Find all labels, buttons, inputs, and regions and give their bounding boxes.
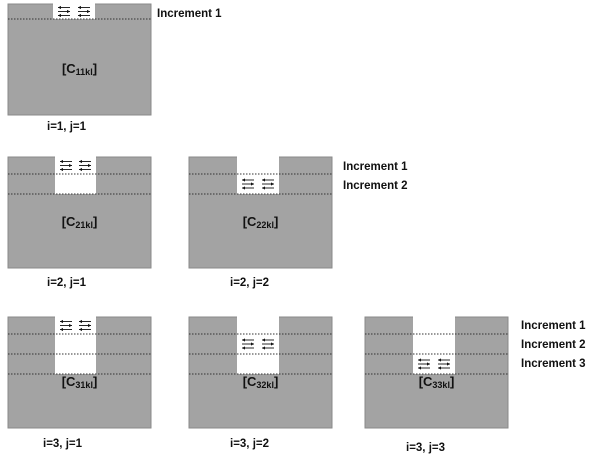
arrow-head <box>78 13 81 18</box>
stiffness-label-c33: [C33kl] <box>419 374 455 390</box>
arrow-head <box>60 167 63 172</box>
stiffness-label-c32: [C32kl] <box>243 374 279 390</box>
arrow-head <box>88 323 91 328</box>
arrow-head <box>79 319 82 324</box>
arrow-head <box>427 362 430 366</box>
arrow-head <box>262 346 265 350</box>
arrow-head <box>447 362 450 366</box>
row3-increment-2-label: Increment 2 <box>521 339 586 351</box>
stiffness-label-c11: [C11kl] <box>62 61 97 77</box>
arrow-head <box>251 182 254 186</box>
excavation <box>53 3 95 19</box>
excavation <box>413 316 455 374</box>
row3-increment-3-label: Increment 3 <box>521 358 586 370</box>
arrow-head <box>242 178 245 182</box>
excavation <box>237 316 279 374</box>
arrow-head <box>79 167 82 172</box>
arrow-head <box>418 358 421 362</box>
stiffness-label-c21: [C21kl] <box>62 214 98 230</box>
load-arrows <box>60 159 91 172</box>
block-c21: [C21kl] <box>7 156 152 269</box>
row2-increment-2-label: Increment 2 <box>343 180 408 192</box>
caption-c11: i=1, j=1 <box>47 121 87 133</box>
block-c32: [C32kl] <box>188 316 333 429</box>
stiffness-label-c31: [C31kl] <box>62 374 98 390</box>
caption-c32: i=3, j=2 <box>230 438 270 450</box>
block-c22: [C22kl] <box>188 156 333 269</box>
arrow-head <box>88 163 91 168</box>
arrow-head <box>262 186 265 190</box>
block-c11: [C11kl] <box>7 3 152 116</box>
stiffness-label-c22: [C22kl] <box>243 214 279 230</box>
arrow-head <box>67 9 70 14</box>
row3-increment-1-label: Increment 1 <box>521 320 586 332</box>
arrow-head <box>262 338 265 342</box>
load-arrows <box>60 319 91 332</box>
load-arrows <box>242 178 274 190</box>
block-c33: [C33kl] <box>364 316 509 429</box>
arrow-head <box>418 366 421 370</box>
arrow-head <box>79 327 82 332</box>
arrow-head <box>60 319 63 324</box>
load-arrows <box>418 358 450 370</box>
row1-increment-1-label: Increment 1 <box>157 8 222 20</box>
load-arrows <box>242 338 274 350</box>
arrow-head <box>79 159 82 164</box>
arrow-head <box>271 182 274 186</box>
arrow-head <box>271 342 274 346</box>
arrow-head <box>251 342 254 346</box>
block-c31: [C31kl] <box>7 316 152 429</box>
arrow-head <box>438 358 441 362</box>
arrow-head <box>58 13 61 18</box>
soil-block <box>7 3 152 116</box>
caption-c33: i=3, j=3 <box>406 442 446 454</box>
arrow-head <box>262 178 265 182</box>
arrow-head <box>242 338 245 342</box>
arrow-head <box>60 159 63 164</box>
arrow-head <box>69 323 72 328</box>
arrow-head <box>58 5 61 10</box>
load-arrows <box>58 5 90 18</box>
arrow-head <box>87 9 90 14</box>
excavation <box>55 316 96 374</box>
arrow-head <box>242 346 245 350</box>
row2-increment-1-label: Increment 1 <box>343 161 408 173</box>
caption-c22: i=2, j=2 <box>230 277 270 289</box>
arrow-head <box>69 163 72 168</box>
arrow-head <box>438 366 441 370</box>
arrow-head <box>242 186 245 190</box>
arrow-head <box>60 327 63 332</box>
caption-c21: i=2, j=1 <box>47 277 87 289</box>
caption-c31: i=3, j=1 <box>43 438 83 450</box>
arrow-head <box>78 5 81 10</box>
